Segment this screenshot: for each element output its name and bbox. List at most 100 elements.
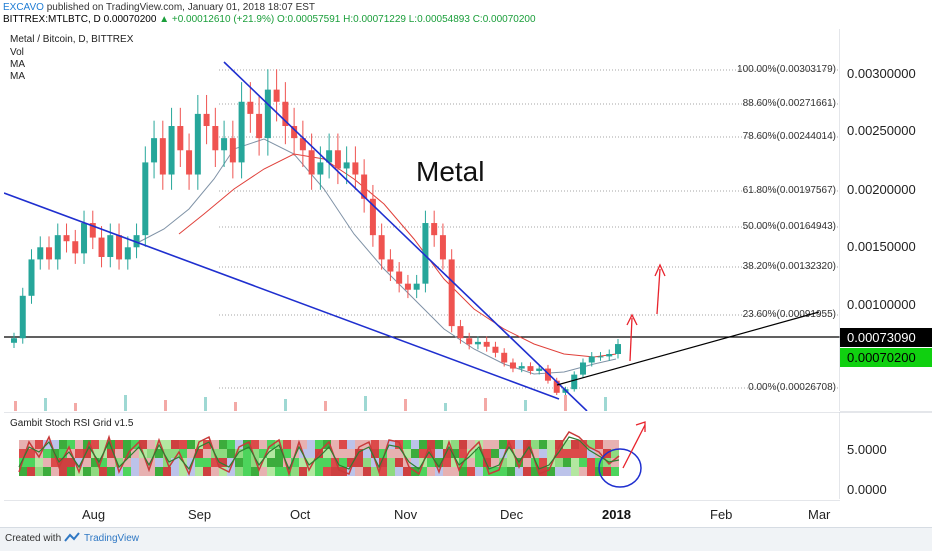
candle-body — [177, 126, 184, 151]
grid-cell — [443, 440, 451, 449]
grid-cell — [123, 467, 131, 476]
trendline-upper[interactable] — [223, 61, 588, 411]
grid-cell — [563, 449, 571, 458]
price-tick-2: 0.00250000 — [847, 123, 916, 138]
horizontal-price-label: 0.00073090 — [847, 330, 916, 345]
grid-cell — [203, 449, 211, 458]
grid-cell — [163, 467, 171, 476]
grid-cell — [51, 458, 59, 467]
grid-cell — [35, 440, 43, 449]
grid-cell — [267, 458, 275, 467]
grid-cell — [139, 440, 147, 449]
annotation-metal: Metal — [416, 156, 484, 187]
time-axis[interactable]: Aug Sep Oct Nov Dec 2018 Feb Mar — [4, 500, 840, 526]
volume-bars — [14, 395, 607, 411]
trendline-lower[interactable] — [4, 192, 560, 400]
grid-cell — [571, 449, 579, 458]
candle-body — [588, 356, 595, 363]
fib-886-label: 88.60%(0.00271661) — [743, 98, 836, 109]
x-tick-2018: 2018 — [602, 507, 631, 522]
grid-cell — [523, 458, 531, 467]
horizontal-price-badge — [840, 328, 932, 347]
publish-info: EXCAVO published on TradingView.com, Jan… — [3, 2, 315, 13]
grid-cell — [347, 440, 355, 449]
grid-cell — [123, 458, 131, 467]
price-axis[interactable]: 0.00300000 0.00250000 0.00200000 0.00150… — [840, 29, 932, 499]
grid-cell — [83, 449, 91, 458]
author-link[interactable]: EXCAVO — [3, 2, 44, 13]
candle-body — [212, 126, 219, 151]
grid-cell — [291, 458, 299, 467]
grid-cell — [379, 440, 387, 449]
grid-cell — [139, 467, 147, 476]
grid-cell — [235, 467, 243, 476]
candle-body — [457, 326, 464, 339]
footer-brand[interactable]: TradingView — [84, 533, 140, 544]
grid-cell — [387, 449, 395, 458]
grid-cell — [371, 467, 379, 476]
grid-cell — [227, 449, 235, 458]
grid-cell — [235, 449, 243, 458]
grid-cell — [459, 440, 467, 449]
trendline-support[interactable] — [556, 311, 820, 386]
grid-cell — [251, 440, 259, 449]
grid-cell — [123, 449, 131, 458]
grid-cell — [155, 458, 163, 467]
grid-cell — [243, 458, 251, 467]
grid-cell — [307, 467, 315, 476]
grid-cell — [211, 440, 219, 449]
candle-body — [11, 338, 17, 343]
grid-cell — [499, 458, 507, 467]
candle-body — [151, 138, 158, 163]
candle-body — [299, 138, 306, 151]
grid-cell — [107, 467, 115, 476]
price-tick-5: 0.00100000 — [847, 297, 916, 312]
grid-cell — [547, 440, 555, 449]
main-chart[interactable]: 100.00%(0.00303179) 88.60%(0.00271661) 7… — [4, 29, 840, 411]
grid-cell — [307, 449, 315, 458]
grid-cell — [467, 458, 475, 467]
candle-body — [247, 101, 254, 114]
candle-body — [352, 162, 359, 175]
grid-cell — [59, 440, 67, 449]
legend-vol: Vol — [10, 47, 24, 58]
grid-cell — [571, 440, 579, 449]
grid-cell — [275, 458, 283, 467]
grid-cell — [579, 467, 587, 476]
grid-cell — [107, 449, 115, 458]
candle-body — [474, 341, 481, 345]
grid-cell — [19, 449, 27, 458]
grid-cell — [563, 458, 571, 467]
grid-cell — [195, 458, 203, 467]
grid-cell — [59, 467, 67, 476]
grid-cell — [43, 449, 51, 458]
candle-body — [19, 295, 26, 339]
grid-cell — [171, 458, 179, 467]
candle-body — [492, 346, 499, 353]
grid-cell — [51, 467, 59, 476]
grid-cell — [483, 467, 491, 476]
grid-cell — [595, 449, 603, 458]
grid-cell — [403, 467, 411, 476]
grid-cell — [539, 467, 547, 476]
candle-body — [282, 101, 289, 127]
grid-cell — [203, 440, 211, 449]
grid-cell — [35, 449, 43, 458]
grid-cell — [171, 440, 179, 449]
candle-body — [431, 223, 438, 236]
grid-cell — [323, 467, 331, 476]
grid-cell — [171, 467, 179, 476]
grid-cell — [283, 449, 291, 458]
oscillator-pane[interactable]: Gambit Stoch RSI Grid v1.5 — [4, 412, 840, 499]
candle-body — [168, 126, 175, 175]
candle-body — [142, 162, 149, 236]
grid-cell — [331, 467, 339, 476]
grid-cell — [155, 467, 163, 476]
grid-cell — [499, 440, 507, 449]
publish-text: published on TradingView.com, January 01… — [46, 2, 316, 13]
candle-body — [361, 174, 368, 199]
footer-created: Created with — [5, 533, 62, 544]
grid-cell — [243, 440, 251, 449]
grid-cell — [211, 458, 219, 467]
grid-cell — [427, 440, 435, 449]
